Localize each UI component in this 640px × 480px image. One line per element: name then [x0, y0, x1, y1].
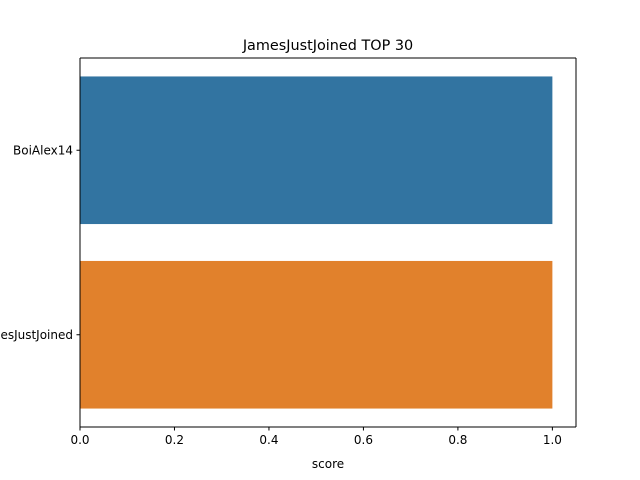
x-tick-label-2: 0.4 [259, 433, 278, 447]
y-ticks: BoiAlex14 JamesJustJoined [0, 143, 80, 342]
x-ticks: 0.0 0.2 0.4 0.6 0.8 1.0 [70, 427, 562, 447]
x-tick-label-1: 0.2 [165, 433, 184, 447]
y-tick-label-0: BoiAlex14 [13, 143, 73, 157]
x-tick-label-4: 0.8 [448, 433, 467, 447]
x-tick-label-5: 1.0 [543, 433, 562, 447]
bar-0 [80, 76, 553, 225]
x-tick-label-0: 0.0 [70, 433, 89, 447]
x-axis-label: score [312, 457, 344, 471]
chart-title: JamesJustJoined TOP 30 [242, 38, 413, 54]
y-tick-label-1: JamesJustJoined [0, 328, 73, 342]
x-tick-label-3: 0.6 [354, 433, 373, 447]
bars-layer [80, 76, 553, 409]
bar-1 [80, 260, 553, 409]
